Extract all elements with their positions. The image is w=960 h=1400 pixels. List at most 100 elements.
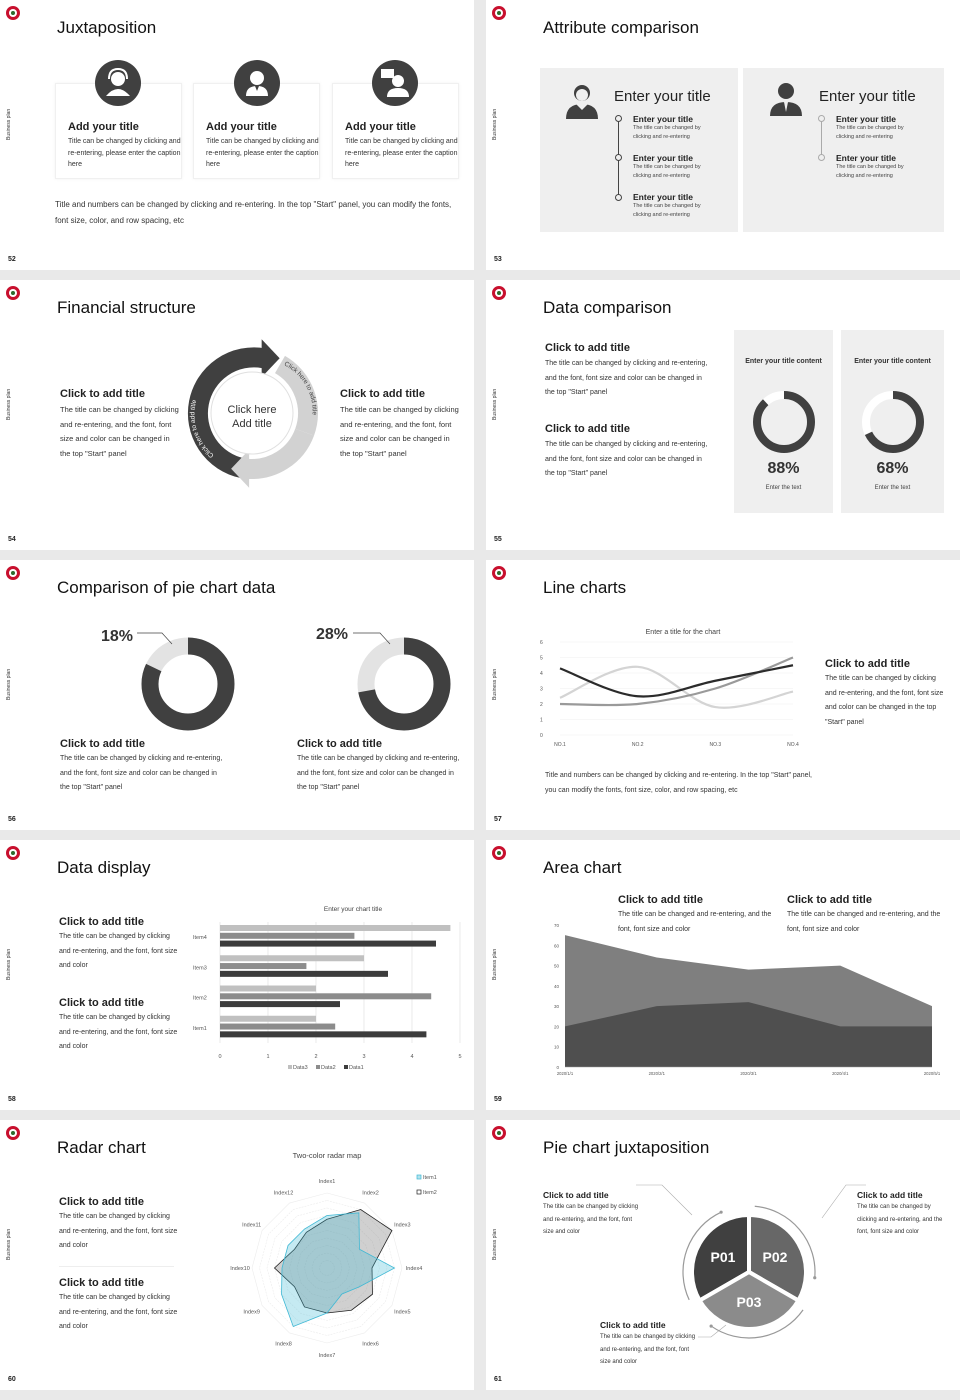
side-label: Business plan [492, 668, 498, 700]
slide-title[interactable]: Line charts [543, 578, 627, 597]
item-text[interactable]: The title can be changed by clicking and… [836, 125, 904, 140]
panel-heading[interactable]: Enter your title [819, 88, 916, 105]
slide-58[interactable]: Business plan 58 Data display Click to a… [0, 840, 474, 1110]
block-title[interactable]: Click to add title [60, 388, 145, 400]
block-title[interactable]: Click to add title [59, 1277, 144, 1289]
y-tick-label: 40 [554, 984, 560, 989]
radar-axis-label: Index8 [275, 1341, 292, 1347]
slide-54[interactable]: Business plan 54 Financial structure Cli… [0, 280, 474, 550]
block-text[interactable]: The title can be changed and re-entering… [787, 911, 941, 933]
slide-60[interactable]: Business plan 60 Radar chart Click to ad… [0, 1120, 474, 1390]
pie-segment[interactable] [696, 1269, 802, 1331]
bar [220, 940, 436, 947]
block-title[interactable]: Click to add title [340, 388, 425, 400]
card-heading[interactable]: Enter your title content [854, 358, 931, 365]
item-text[interactable]: The title can be changed by clicking and… [633, 203, 701, 218]
block-text[interactable]: The title can be changed by clicking and… [60, 755, 223, 791]
slide-61[interactable]: Business plan 61 Pie chart juxtaposition… [486, 1120, 960, 1390]
card-title[interactable]: Add your title [68, 121, 139, 133]
slide-title[interactable]: Pie chart juxtaposition [543, 1138, 710, 1157]
slide-title[interactable]: Comparison of pie chart data [57, 578, 276, 597]
block-text[interactable]: The title can be changed by clicking and… [59, 1213, 178, 1249]
slide-56[interactable]: Business plan 56 Comparison of pie chart… [0, 560, 474, 830]
block-text[interactable]: The title can be changed by clicking and… [59, 933, 178, 969]
block-title[interactable]: Click to add title [59, 916, 144, 928]
bar [220, 925, 451, 931]
slide-title[interactable]: Data comparison [543, 298, 672, 317]
item-title[interactable]: Enter your title [633, 192, 693, 202]
x-tick-label: 5 [458, 1054, 461, 1060]
footer-text[interactable]: Title and numbers can be changed by clic… [545, 772, 812, 794]
item-text[interactable]: The title can be changed by clicking and… [836, 164, 904, 179]
y-tick-label: 0 [540, 733, 543, 739]
slide-52[interactable]: Business plan 52 Juxtaposition Add your … [0, 0, 474, 270]
item-text[interactable]: The title can be changed by clicking and… [633, 164, 701, 179]
slide-55[interactable]: Business plan 55 Data comparison Click t… [486, 280, 960, 550]
block-text[interactable]: The title can be changed by clicking and… [545, 441, 708, 477]
businessman-icon [234, 60, 280, 106]
item-title[interactable]: Enter your title [836, 114, 896, 124]
slide-title[interactable]: Financial structure [57, 298, 196, 317]
slide-53[interactable]: Business plan 53 Attribute comparison En… [486, 0, 960, 270]
block-text[interactable]: The title can be changed by clicking and… [60, 405, 179, 458]
block-title[interactable]: Click to add title [787, 894, 872, 906]
card-text[interactable]: Title can be changed by clicking and re-… [345, 138, 458, 168]
block-text[interactable]: The title can be changed by clicking and… [340, 405, 459, 458]
block-title[interactable]: Click to add title [545, 423, 630, 435]
center-circle[interactable] [210, 371, 294, 455]
legend-swatch [344, 1065, 348, 1069]
block-text[interactable]: The title can be changed by clicking and… [600, 1334, 696, 1365]
block-text[interactable]: The title can be changed by clicking and… [825, 675, 944, 726]
item-text[interactable]: The title can be changed by clicking and… [633, 125, 701, 140]
block-title[interactable]: Click to add title [618, 894, 703, 906]
area-series [565, 1002, 932, 1067]
block-text[interactable]: The title can be changed by clicking and… [545, 360, 708, 396]
block-text[interactable]: The title can be changed by clicking and… [857, 1204, 943, 1235]
center-label-2[interactable]: Add title [232, 418, 272, 430]
timeline-dot [615, 115, 622, 122]
panel-heading[interactable]: Enter your title [614, 88, 711, 105]
block-text[interactable]: The title can be changed by clicking and… [59, 1294, 178, 1330]
block-text[interactable]: The title can be changed by clicking and… [59, 1014, 178, 1050]
block-title[interactable]: Click to add title [857, 1190, 923, 1200]
bar [220, 1031, 427, 1038]
presenter-chat-icon [372, 60, 418, 106]
block-text[interactable]: The title can be changed and re-entering… [618, 911, 772, 933]
slide-title[interactable]: Radar chart [57, 1138, 146, 1157]
item-title[interactable]: Enter your title [633, 114, 693, 124]
card-caption[interactable]: Enter the text [765, 485, 802, 491]
radar-axis-label: Index9 [243, 1310, 260, 1316]
card-text[interactable]: Title can be changed by clicking and re-… [68, 138, 181, 168]
footer-text[interactable]: Title and numbers can be changed by clic… [55, 200, 452, 225]
block-title[interactable]: Click to add title [297, 738, 382, 750]
card-title[interactable]: Add your title [206, 121, 277, 133]
card[interactable]: Add your title Title can be changed by c… [332, 83, 459, 179]
item-title[interactable]: Enter your title [836, 153, 896, 163]
connector-line [698, 1324, 727, 1338]
block-text[interactable]: The title can be changed by clicking and… [543, 1204, 639, 1235]
card-text[interactable]: Title can be changed by clicking and re-… [206, 138, 319, 168]
slide-title[interactable]: Data display [57, 858, 151, 877]
block-title[interactable]: Click to add title [59, 1196, 144, 1208]
block-title[interactable]: Click to add title [60, 738, 145, 750]
block-title[interactable]: Click to add title [545, 342, 630, 354]
slide-title[interactable]: Attribute comparison [543, 18, 699, 37]
slide-title[interactable]: Juxtaposition [57, 18, 157, 37]
block-text[interactable]: The title can be changed by clicking and… [297, 755, 460, 791]
radar-grid-ring [319, 1260, 335, 1276]
card-title[interactable]: Add your title [345, 121, 416, 133]
block-title[interactable]: Click to add title [600, 1320, 666, 1330]
light-arc [246, 428, 315, 479]
card-heading[interactable]: Enter your title content [745, 358, 822, 365]
slide-57[interactable]: Business plan 57 Line charts Enter a tit… [486, 560, 960, 830]
block-title[interactable]: Click to add title [825, 658, 910, 670]
side-label: Business plan [6, 948, 12, 980]
center-label-1[interactable]: Click here [228, 404, 277, 416]
slide-59[interactable]: Business plan 59 Area chart 0 10 20 30 40 50 6… [486, 840, 960, 1110]
item-title[interactable]: Enter your title [633, 153, 693, 163]
slide-title[interactable]: Area chart [543, 858, 622, 877]
card-caption[interactable]: Enter the text [874, 485, 911, 491]
block-title[interactable]: Click to add title [543, 1190, 609, 1200]
donut-chart [357, 637, 451, 731]
block-title[interactable]: Click to add title [59, 997, 144, 1009]
